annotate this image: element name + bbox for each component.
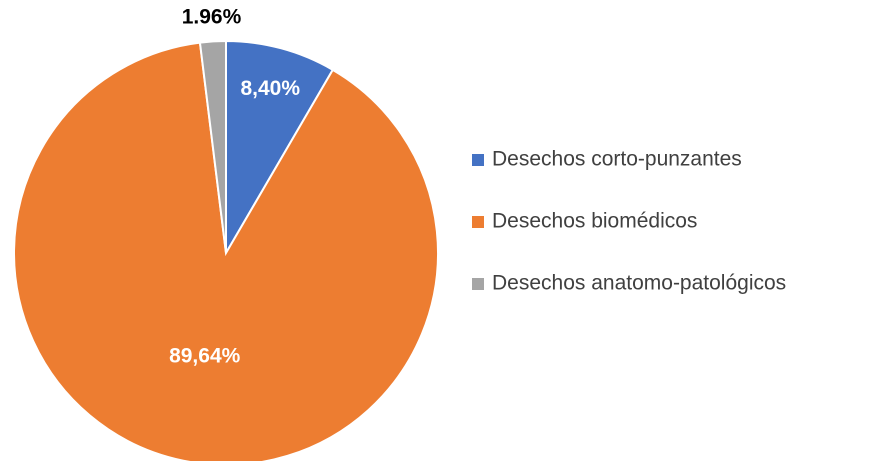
pie-slice <box>198 39 227 254</box>
data-label: 89,64% <box>169 344 241 367</box>
legend-swatch <box>472 154 484 166</box>
legend-label: Desechos anatomo-patológicos <box>492 272 786 295</box>
legend-swatch <box>472 278 484 290</box>
data-label: 8,40% <box>240 77 300 100</box>
legend-label: Desechos corto-punzantes <box>492 148 742 171</box>
legend-label: Desechos biomédicos <box>492 210 697 233</box>
data-label: 1.96% <box>182 6 242 29</box>
legend-swatch <box>472 216 484 228</box>
pie-slice <box>225 39 335 257</box>
